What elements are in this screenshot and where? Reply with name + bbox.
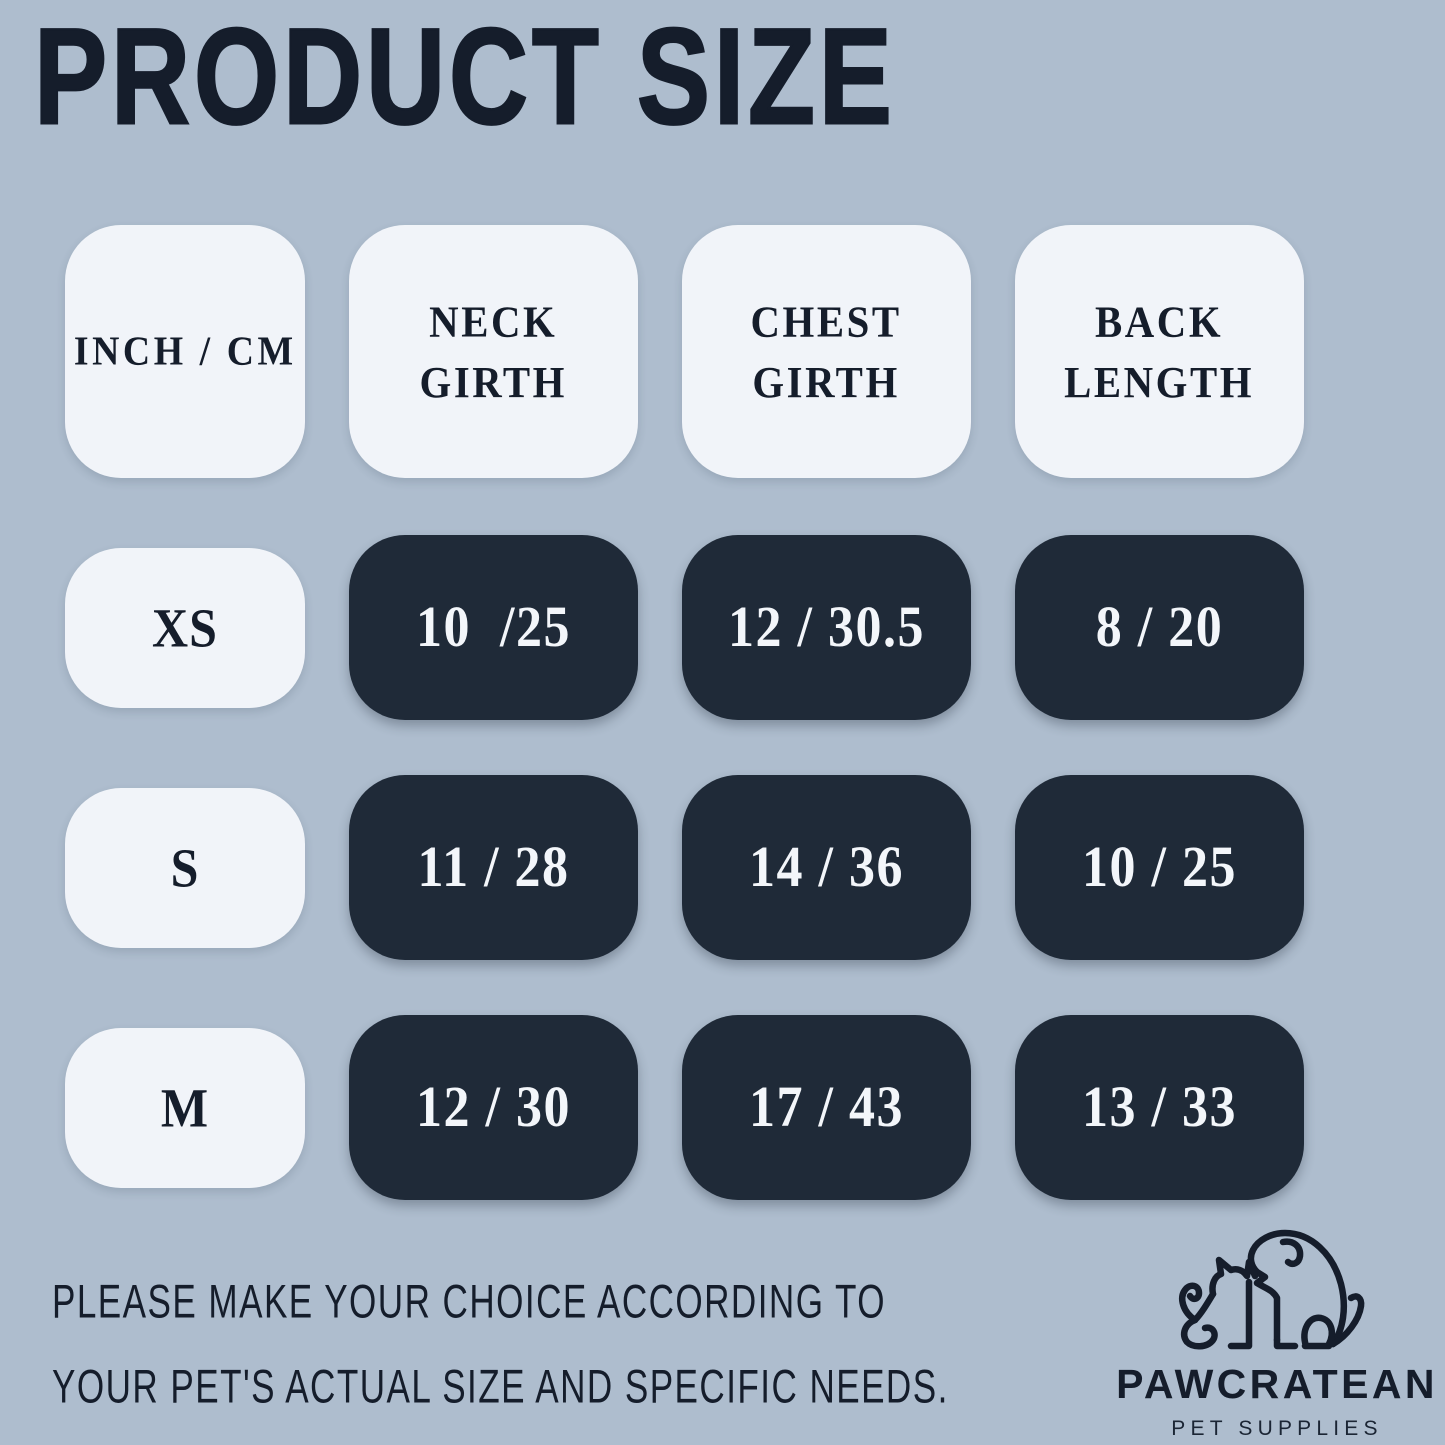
row-cell-back-length-xs: 8 / 20 [1015, 535, 1304, 720]
size-label-s: S [170, 836, 200, 899]
value-card-chest-girth-m: 17 / 43 [682, 1015, 971, 1200]
header-label-chest-girth: CHEST GIRTH [751, 291, 902, 411]
size-card-m: M [65, 1027, 305, 1188]
row-cell-chest-girth-xs: 12 / 30.5 [682, 535, 971, 720]
row-cell-size-m: M [65, 1015, 305, 1200]
dog-and-cat-logo-icon [1179, 1229, 1365, 1350]
header-cell-chest-girth: CHEST GIRTH [682, 225, 971, 478]
page-title-container: PRODUCT SIZE [33, 0, 954, 153]
disclaimer-text: PLEASE MAKE YOUR CHOICE ACCORDING TO YOU… [52, 1260, 949, 1431]
row-cell-size-s: S [65, 775, 305, 960]
header-label-neck-girth-line2: GIRTH [419, 355, 568, 407]
size-card-s: S [65, 787, 305, 948]
value-back-length-s: 10 / 25 [1082, 835, 1237, 900]
table-row: XS 10 /25 12 / 30.5 8 / 20 [0, 535, 1445, 720]
header-cell-neck-girth: NECK GIRTH [349, 225, 638, 478]
brand-logo: PAWCRATEAN PET SUPPLIES [1116, 1220, 1434, 1445]
row-cell-neck-girth-s: 11 / 28 [349, 775, 638, 960]
value-back-length-m: 13 / 33 [1082, 1075, 1237, 1140]
value-back-length-xs: 8 / 20 [1095, 595, 1224, 660]
value-neck-girth-m: 12 / 30 [416, 1075, 571, 1140]
value-chest-girth-xs: 12 / 30.5 [728, 595, 925, 660]
disclaimer-line-1: PLEASE MAKE YOUR CHOICE ACCORDING TO [52, 1275, 886, 1329]
table-row: M 12 / 30 17 / 43 13 / 33 [0, 1015, 1445, 1200]
row-cell-neck-girth-m: 12 / 30 [349, 1015, 638, 1200]
brand-tagline: PET SUPPLIES [1171, 1417, 1383, 1440]
value-chest-girth-m: 17 / 43 [749, 1075, 904, 1140]
row-cell-back-length-s: 10 / 25 [1015, 775, 1304, 960]
header-card-unit: INCH / CM [65, 225, 305, 478]
value-card-back-length-xs: 8 / 20 [1015, 535, 1304, 720]
row-cell-neck-girth-xs: 10 /25 [349, 535, 638, 720]
value-card-neck-girth-s: 11 / 28 [349, 775, 638, 960]
value-neck-girth-s: 11 / 28 [417, 835, 570, 900]
header-label-chest-girth-line1: CHEST [750, 295, 903, 347]
header-cell-back-length: BACK LENGTH [1015, 225, 1304, 478]
row-cell-size-xs: XS [65, 535, 305, 720]
header-label-back-length-line2: LENGTH [1064, 355, 1255, 407]
header-label-neck-girth-line1: NECK [429, 295, 558, 347]
table-row: S 11 / 28 14 / 36 10 / 25 [0, 775, 1445, 960]
row-cell-chest-girth-m: 17 / 43 [682, 1015, 971, 1200]
size-label-m: M [160, 1076, 210, 1139]
value-card-neck-girth-xs: 10 /25 [349, 535, 638, 720]
header-label-chest-girth-line2: GIRTH [752, 355, 901, 407]
value-card-back-length-s: 10 / 25 [1015, 775, 1304, 960]
size-card-xs: XS [65, 547, 305, 708]
value-card-back-length-m: 13 / 33 [1015, 1015, 1304, 1200]
header-card-back-length: BACK LENGTH [1015, 225, 1304, 478]
disclaimer-line-2: YOUR PET'S ACTUAL SIZE AND SPECIFIC NEED… [52, 1361, 949, 1414]
value-card-neck-girth-m: 12 / 30 [349, 1015, 638, 1200]
value-neck-girth-xs: 10 /25 [416, 595, 571, 660]
value-card-chest-girth-s: 14 / 36 [682, 775, 971, 960]
header-label-back-length-line1: BACK [1095, 295, 1224, 347]
value-card-chest-girth-xs: 12 / 30.5 [682, 535, 971, 720]
row-cell-back-length-m: 13 / 33 [1015, 1015, 1304, 1200]
header-card-neck-girth: NECK GIRTH [349, 225, 638, 478]
size-chart-table: INCH / CM NECK GIRTH CHEST GIRTH [0, 225, 1445, 1255]
header-card-chest-girth: CHEST GIRTH [682, 225, 971, 478]
header-label-back-length: BACK LENGTH [1065, 291, 1255, 411]
table-header-row: INCH / CM NECK GIRTH CHEST GIRTH [0, 225, 1445, 478]
page-title: PRODUCT SIZE [33, 0, 896, 154]
header-cell-unit: INCH / CM [65, 225, 305, 478]
value-chest-girth-s: 14 / 36 [749, 835, 904, 900]
header-label-neck-girth: NECK GIRTH [420, 291, 567, 411]
size-label-xs: XS [152, 596, 218, 659]
header-label-unit: INCH / CM [73, 328, 297, 375]
footer: PLEASE MAKE YOUR CHOICE ACCORDING TO YOU… [0, 1220, 1445, 1445]
row-cell-chest-girth-s: 14 / 36 [682, 775, 971, 960]
brand-name: PAWCRATEAN [1116, 1361, 1438, 1407]
